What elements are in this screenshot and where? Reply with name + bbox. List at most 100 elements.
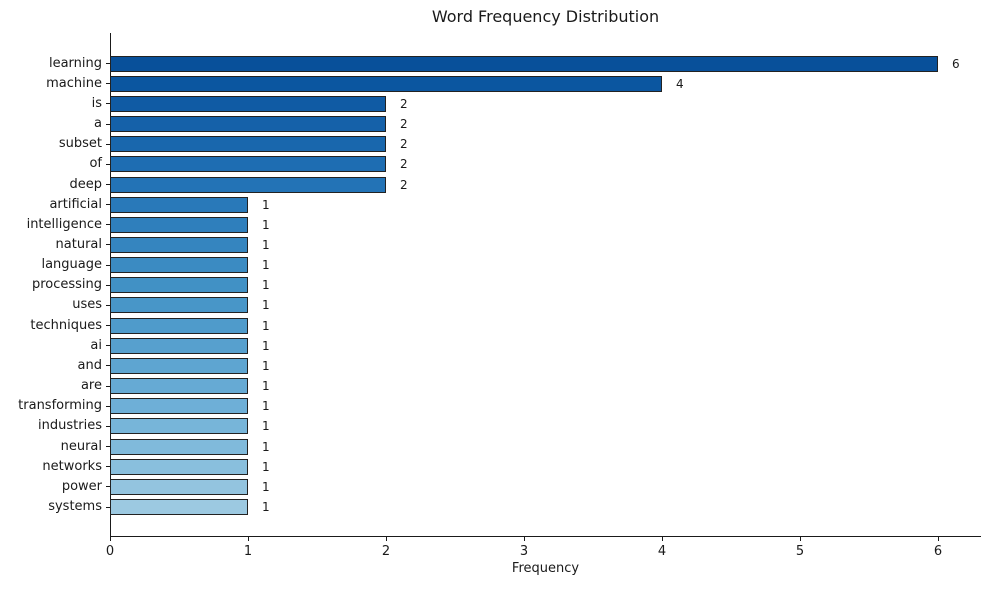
plot-area: Word Frequency Distribution learning 6 mac… — [18, 7, 981, 576]
chart-title: Word Frequency Distribution — [431, 7, 660, 26]
y-tick-label: ai — [90, 337, 102, 353]
y-tick-label: are — [80, 378, 102, 394]
y-tick-label: networks — [42, 458, 102, 474]
x-axis-spine — [110, 536, 981, 537]
y-tick-mark — [106, 184, 110, 185]
x-tick-label: 3 — [519, 544, 529, 559]
bar-value-label: 1 — [262, 479, 270, 494]
x-tick-label: 1 — [243, 544, 253, 559]
y-tick-label: a — [94, 116, 102, 131]
bar — [110, 458, 248, 475]
bar — [110, 55, 938, 72]
y-tick-label: language — [41, 257, 102, 273]
bar — [110, 136, 386, 153]
y-tick-label: uses — [72, 297, 102, 313]
bar-value-label: 1 — [262, 358, 270, 373]
y-tick-mark — [106, 425, 110, 427]
y-tick-label: industries — [38, 418, 102, 434]
y-tick-mark — [106, 506, 110, 508]
bar-value-label: 1 — [262, 500, 270, 514]
y-tick-label: machine — [46, 75, 102, 91]
bar — [110, 357, 248, 374]
y-tick-mark — [106, 264, 110, 266]
x-tick-mark — [248, 537, 249, 541]
bar — [110, 438, 248, 455]
y-tick-mark — [106, 63, 110, 64]
bar — [110, 116, 386, 132]
y-tick-mark — [106, 103, 110, 105]
bar — [110, 216, 248, 233]
x-tick-mark — [110, 537, 111, 541]
bar-value-label: 1 — [262, 318, 270, 333]
y-tick-label: systems — [48, 499, 102, 514]
bar — [110, 257, 248, 274]
bar — [110, 317, 248, 334]
bar — [110, 337, 248, 354]
bar-value-label: 1 — [262, 298, 270, 313]
y-tick-mark — [106, 466, 110, 468]
bar — [110, 196, 248, 213]
y-tick-label: of — [89, 156, 102, 172]
bar-value-label: 1 — [262, 419, 270, 434]
y-tick-mark — [106, 486, 110, 488]
y-tick-mark — [106, 83, 110, 85]
y-tick-mark — [106, 385, 110, 387]
y-tick-mark — [106, 325, 110, 327]
y-tick-mark — [106, 304, 110, 306]
y-tick-mark — [106, 143, 110, 145]
y-tick-mark — [106, 345, 110, 347]
y-tick-mark — [106, 204, 110, 206]
y-tick-mark — [106, 405, 110, 407]
bar — [110, 378, 248, 395]
bar-value-label: 1 — [262, 237, 270, 252]
y-tick-mark — [106, 163, 110, 165]
y-tick-label: intelligence — [26, 216, 102, 232]
y-tick-label: artificial — [49, 196, 102, 212]
bar-value-label: 1 — [262, 278, 270, 293]
bar-value-label: 6 — [952, 56, 960, 71]
y-tick-label: neural — [60, 438, 102, 454]
y-tick-mark — [106, 365, 110, 367]
y-tick-label: subset — [58, 136, 102, 152]
bar-value-label: 1 — [262, 399, 270, 414]
bar-value-label: 1 — [262, 197, 270, 212]
bar-value-label: 1 — [262, 439, 270, 454]
y-tick-mark — [106, 284, 110, 286]
x-tick-mark — [938, 537, 939, 541]
y-tick-mark — [106, 244, 110, 246]
y-tick-label: deep — [69, 176, 103, 192]
x-tick-mark — [386, 537, 387, 541]
x-axis-title: Frequency — [511, 561, 580, 576]
y-tick-mark — [106, 123, 110, 125]
x-tick-label: 6 — [933, 544, 943, 559]
x-tick-mark — [524, 537, 525, 541]
y-tick-mark — [106, 446, 110, 447]
x-tick-label: 0 — [105, 544, 115, 559]
y-tick-label: techniques — [30, 317, 102, 333]
bar-value-label: 1 — [262, 379, 270, 394]
bar-value-label: 2 — [400, 96, 408, 111]
bar — [110, 156, 386, 173]
y-tick-label: is — [91, 95, 102, 111]
bar — [110, 297, 248, 314]
x-tick-mark — [662, 537, 663, 541]
y-tick-label: processing — [31, 277, 102, 293]
bar — [110, 418, 248, 435]
x-tick-mark — [800, 537, 801, 541]
bar — [110, 176, 386, 193]
bar-value-label: 1 — [262, 217, 270, 232]
y-tick-label: power — [61, 478, 102, 494]
bar — [110, 499, 248, 515]
x-tick-label: 5 — [795, 544, 805, 559]
bar-value-label: 2 — [400, 137, 408, 152]
bar — [110, 236, 248, 253]
bar-value-label: 4 — [676, 76, 684, 91]
y-tick-label: learning — [48, 55, 102, 71]
bar — [110, 478, 248, 495]
bar — [110, 95, 386, 112]
bar-value-label: 1 — [262, 459, 270, 474]
x-tick-label: 2 — [381, 544, 391, 559]
y-tick-label: transforming — [18, 398, 102, 414]
y-tick-label: natural — [55, 236, 102, 252]
